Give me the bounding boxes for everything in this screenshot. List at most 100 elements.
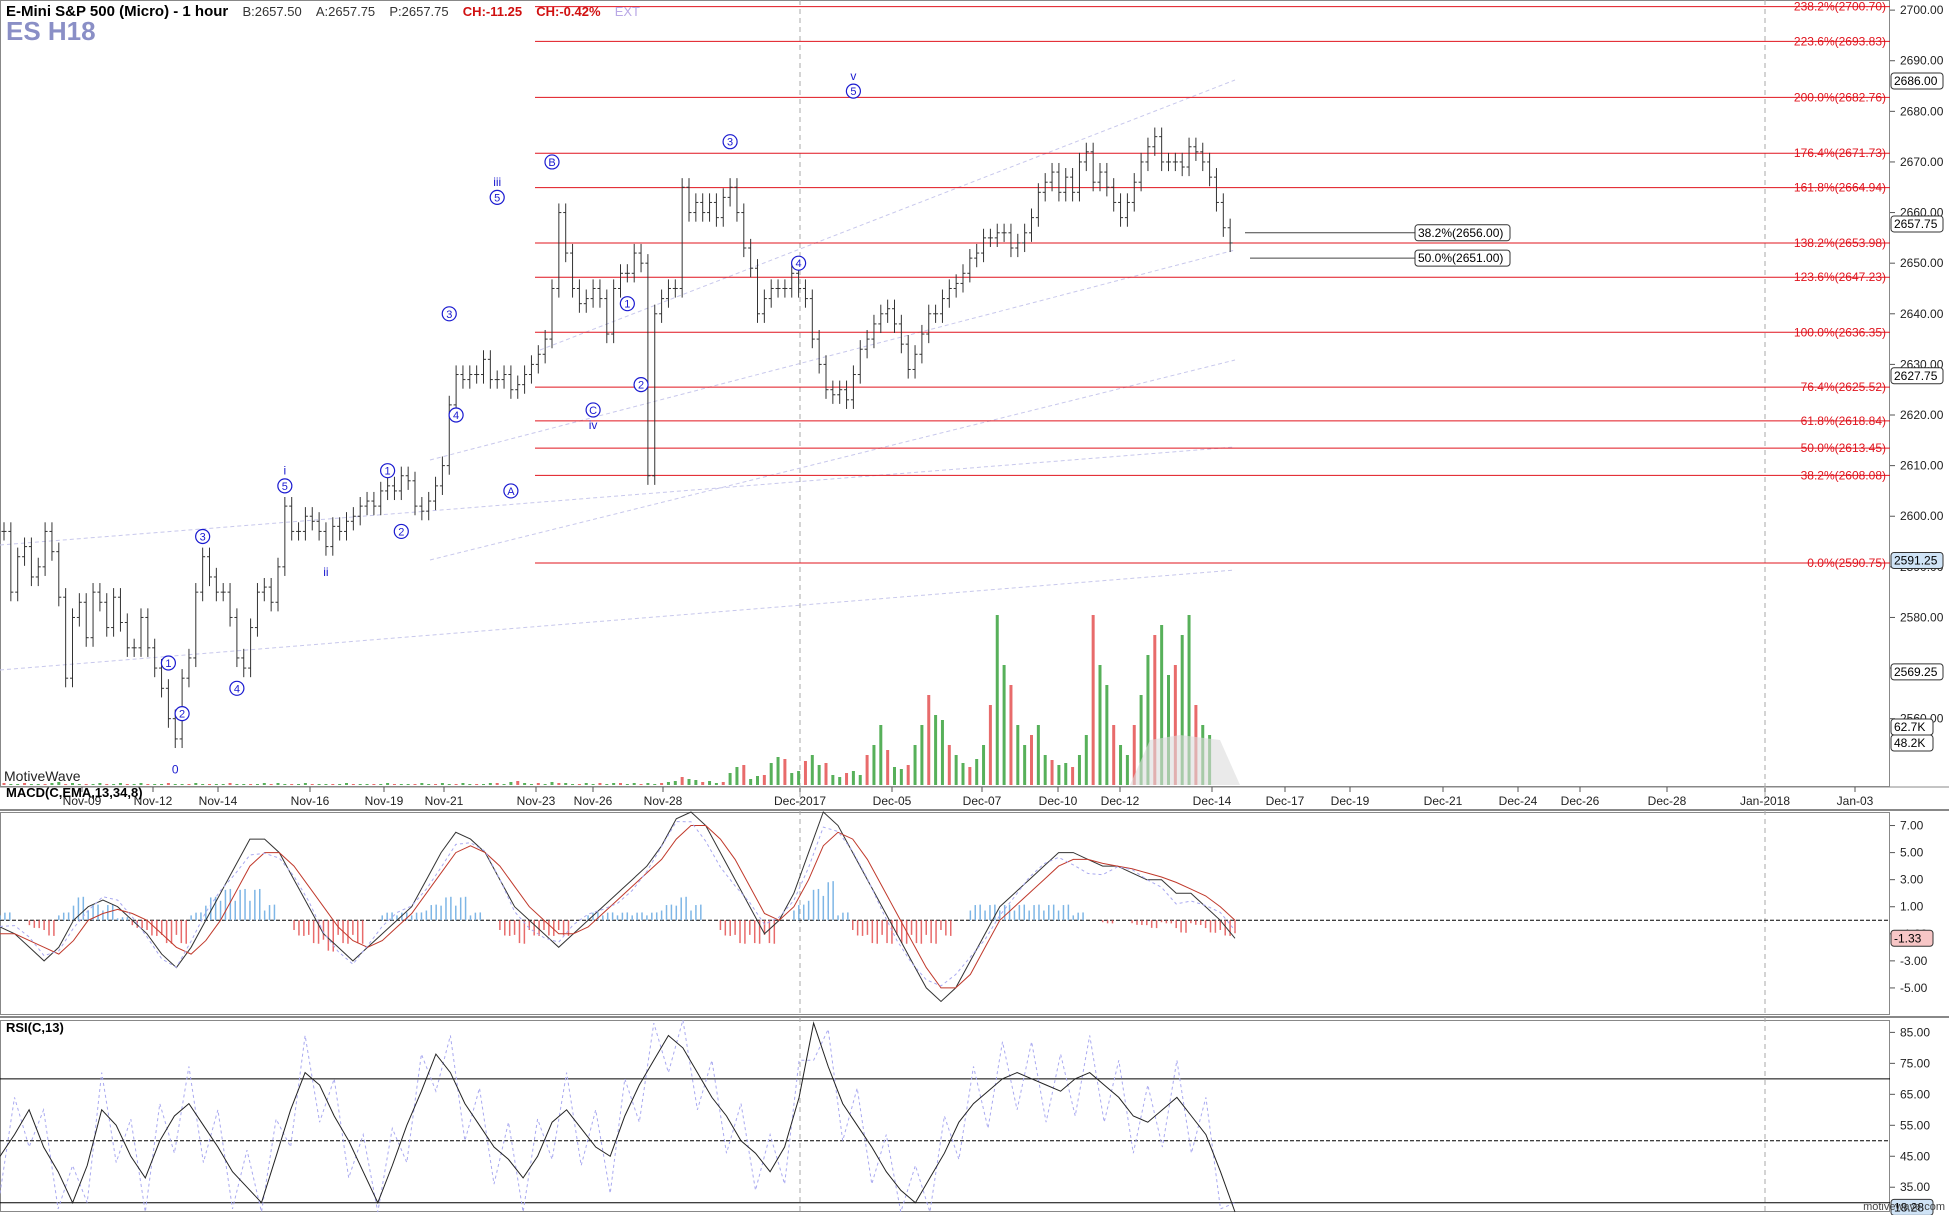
volume-bar [509, 782, 513, 785]
retracement-label: 50.0%(2651.00) [1418, 251, 1503, 265]
volume-bar [146, 784, 150, 785]
volume-bar [317, 784, 321, 785]
price-tag [1890, 552, 1944, 570]
wave-label: 2 [398, 526, 404, 538]
volume-bar [769, 763, 773, 785]
volume-bar [1009, 685, 1013, 785]
wave-label: 1 [165, 658, 171, 670]
date-tick-label: Jan-03 [1837, 794, 1874, 808]
volume-bar [331, 784, 335, 785]
candles-layer [1, 127, 1233, 749]
macd-y-tick-label: -3.00 [1900, 954, 1928, 968]
volume-bar [16, 784, 20, 785]
volume-tag [1890, 734, 1934, 752]
volume-bar [420, 783, 424, 785]
volume-bar [351, 784, 355, 785]
volume-bar [906, 765, 910, 785]
wave-label: 1 [385, 466, 391, 478]
volume-bar [687, 779, 691, 785]
volume-bar [831, 775, 835, 785]
volume-bar [1132, 725, 1136, 785]
volume-bar [1125, 755, 1129, 785]
volume-bar [1023, 745, 1027, 785]
volume-bar [153, 784, 157, 785]
price-tag [1890, 72, 1944, 90]
volume-bar [550, 782, 554, 785]
wave-circle [489, 189, 505, 205]
date-tick-label: Dec-19 [1331, 794, 1370, 808]
volume-bar [536, 783, 540, 785]
fib-label: 161.8%(2664.94) [1794, 181, 1886, 195]
volume-bar [619, 783, 622, 785]
volume-bar [564, 783, 568, 785]
wave-label: 0 [172, 762, 179, 776]
date-tick-label: Dec-12 [1101, 794, 1140, 808]
volume-bar [1167, 675, 1170, 785]
volume-bar [1153, 635, 1157, 785]
fib-layer: 238.2%(2700.70) 223.6%(2693.83) 200.0%(268… [535, 0, 1890, 570]
volume-bar [262, 783, 266, 785]
volume-bar [139, 783, 143, 785]
macd-y-tick-label: 7.00 [1900, 819, 1924, 833]
wave-label: 4 [796, 258, 802, 270]
wave-circle [174, 706, 190, 722]
volume-bar [632, 783, 636, 785]
date-tick-label: Nov-26 [574, 794, 613, 808]
volume-bar [36, 784, 40, 785]
volume-bar [1002, 665, 1006, 785]
volume-bar [646, 783, 650, 785]
volume-bar [756, 776, 759, 785]
macd-y-tick-label: -5.00 [1900, 981, 1928, 995]
volume-bar [947, 745, 951, 785]
date-tick-label: Nov-23 [517, 794, 556, 808]
volume-bar [1119, 745, 1123, 785]
volume-bar [310, 784, 314, 785]
volume-bar [605, 784, 609, 785]
volume-bar [1043, 755, 1047, 785]
wave-label: 1 [624, 299, 630, 311]
volume-bar [29, 784, 33, 785]
volume-bar [290, 784, 294, 785]
y-tick-label: 2610.00 [1900, 459, 1944, 473]
wave-circle [393, 523, 409, 540]
channel-line [539, 79, 1236, 351]
volume-bar [454, 784, 458, 785]
date-axis-band [0, 787, 1949, 812]
volume-bar [214, 784, 218, 785]
volume-bar [742, 765, 746, 785]
macd-line [0, 811, 1236, 1003]
wave-circle [619, 296, 635, 312]
volume-bar [886, 750, 890, 785]
volume-bar [160, 784, 164, 785]
date-tick-label: Dec-21 [1424, 794, 1463, 808]
volume-bar [735, 767, 739, 785]
volume-bar [557, 783, 561, 785]
macd-dashed-line [0, 821, 1236, 987]
volume-bar [653, 784, 657, 785]
date-tick-label: Nov-16 [291, 794, 330, 808]
wave-label: 3 [727, 137, 733, 149]
y-tick-label: 2670.00 [1900, 155, 1944, 169]
volume-bar [379, 784, 383, 785]
volume-bar [91, 784, 95, 785]
fib-label: 100.0%(2636.35) [1794, 325, 1886, 339]
volume-bar [447, 784, 451, 785]
macd-y-tick-label: 1.00 [1900, 900, 1924, 914]
volume-bar [406, 784, 410, 785]
price-tag [1890, 367, 1944, 385]
volume-bar [954, 755, 958, 785]
volume-bar [118, 783, 122, 785]
volume-bar [71, 783, 74, 785]
volume-bar [776, 757, 780, 785]
channel-line [429, 359, 1236, 561]
footer-url: motivewave.com [1863, 1201, 1945, 1213]
wave-label: 5 [494, 192, 500, 204]
volume-bar [345, 783, 348, 785]
volume-average-band [1130, 735, 1240, 785]
date-tick-label: Dec-24 [1499, 794, 1538, 808]
volume-bar [276, 783, 280, 785]
macd-value-tag [1890, 929, 1934, 947]
rsi-y-tick-label: 85.00 [1900, 1025, 1930, 1039]
wave-circle [790, 255, 807, 271]
